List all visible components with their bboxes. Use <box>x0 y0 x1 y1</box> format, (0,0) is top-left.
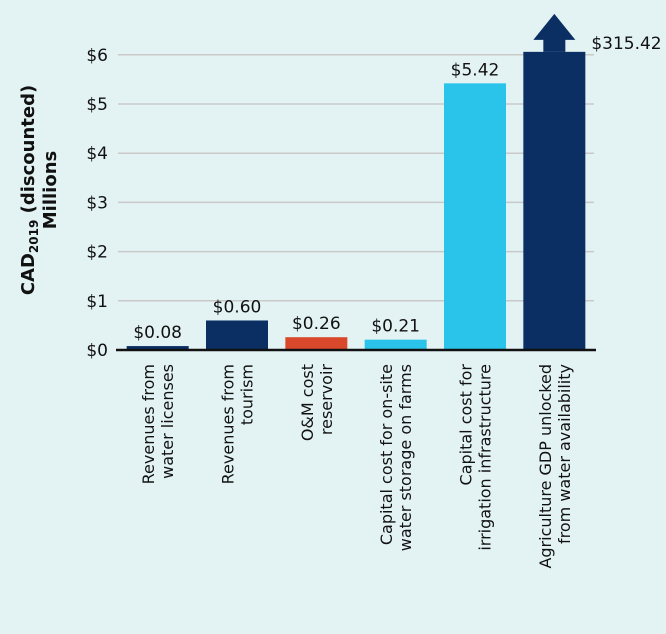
category-label-line: Revenues from <box>139 364 158 484</box>
category-label-line: Capital cost for on-site <box>377 364 396 545</box>
bar <box>444 83 506 350</box>
category-label-line: tourism <box>238 364 257 425</box>
bar <box>206 320 268 350</box>
bar <box>126 346 189 350</box>
category-label: Revenues from water licenses <box>139 364 177 484</box>
category-label-line: Revenues from <box>219 364 238 484</box>
data-labels: $0.08 $0.60 $0.26 $0.21 $5.42 $315.42 <box>133 34 661 343</box>
bar <box>285 337 348 350</box>
data-label: $0.26 <box>292 314 341 334</box>
bar <box>523 51 586 351</box>
category-label: Capital cost for on-site water storage on… <box>377 364 415 551</box>
data-label: $0.60 <box>213 297 262 317</box>
y-tick-label: $5 <box>86 95 108 115</box>
bars <box>126 13 586 351</box>
category-label-line: Agriculture GDP unlocked <box>536 364 555 569</box>
category-label-line: water licenses <box>158 364 177 479</box>
off-scale-arrow <box>533 13 576 52</box>
category-label: O&M cost reservoir <box>298 364 336 442</box>
y-tick-label: $1 <box>86 292 108 312</box>
data-label: $0.08 <box>133 323 182 343</box>
y-tick-label: $0 <box>86 341 108 361</box>
category-label-line: O&M cost <box>298 364 317 441</box>
category-label-line: Capital cost for <box>457 364 476 486</box>
y-tick-labels: $0 $1 $2 $3 $4 $5 $6 <box>86 46 108 361</box>
y-tick-label: $4 <box>86 144 108 164</box>
category-label: Agriculture GDP unlocked from water avail… <box>536 364 574 569</box>
category-label-line: from water availability <box>555 364 574 544</box>
bar <box>364 339 427 350</box>
data-label: $5.42 <box>451 60 500 80</box>
data-label: $315.42 <box>591 34 661 54</box>
category-label-line: reservoir <box>317 364 336 436</box>
y-tick-label: $3 <box>86 193 108 213</box>
data-label: $0.21 <box>371 317 420 337</box>
y-axis-title-group: CAD2019 (discounted) Millions <box>18 85 61 295</box>
category-label-line: irrigation infrastructure <box>476 364 495 551</box>
category-label-line: water storage on farms <box>396 364 415 551</box>
gridlines <box>118 54 594 302</box>
y-axis-title-line2: Millions <box>40 151 61 230</box>
category-label: Capital cost for irrigation infrastructur… <box>457 364 495 551</box>
y-tick-label: $6 <box>86 46 108 66</box>
y-axis-title: CAD2019 (discounted) Millions <box>18 85 61 295</box>
category-labels: Revenues from water licenses Revenues from… <box>139 364 574 569</box>
category-label: Revenues from tourism <box>219 364 257 484</box>
y-axis-title-line1: CAD2019 (discounted) <box>18 85 41 295</box>
y-tick-label: $2 <box>86 243 108 263</box>
